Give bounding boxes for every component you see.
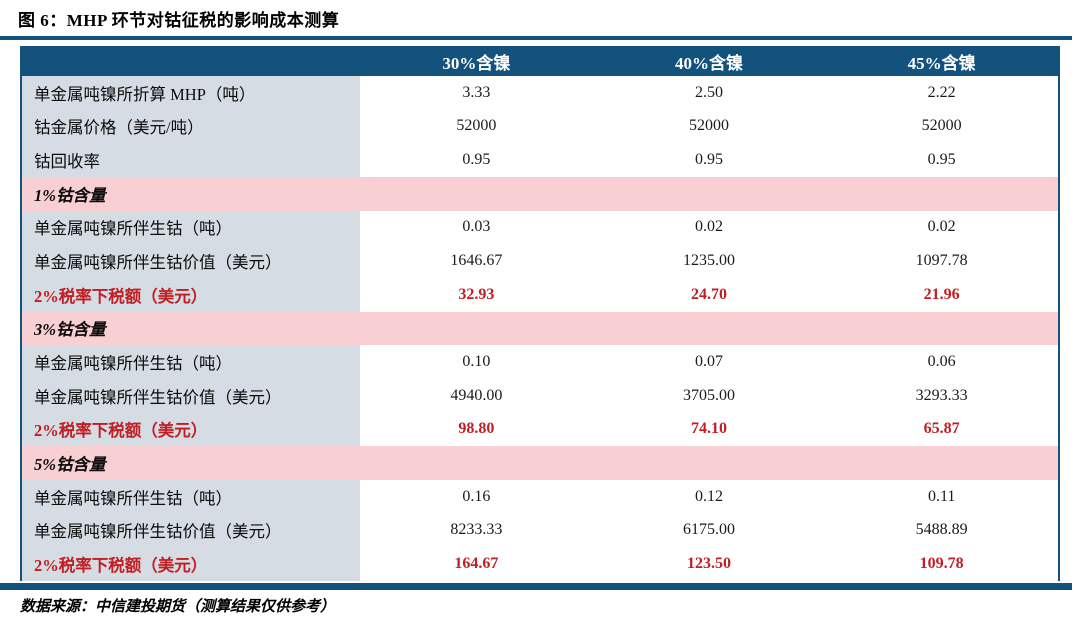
row-label: 单金属吨镍所伴生钴价值（美元） [22,378,360,413]
row-value: 3293.33 [825,378,1058,413]
row-value: 0.11 [825,479,1058,514]
top-divider [0,36,1072,40]
section-label: 5%钴含量 [34,455,106,475]
row-value: 1235.00 [592,244,826,278]
row-value: 2.22 [825,76,1058,110]
header-cell-30pct-nickel: 30%含镍 [442,53,511,73]
table-row: 钴回收率 0.95 0.95 0.95 [22,143,1058,177]
row-value: 0.12 [592,479,826,514]
row-value: 0.16 [360,479,593,514]
row-label: 2%税率下税额（美元） [22,412,360,447]
row-label: 单金属吨镍所折算 MHP（吨） [22,76,360,110]
header-cell-45pct-nickel: 45%含镍 [907,53,976,73]
row-value: 0.03 [360,210,593,245]
row-label: 2%税率下税额（美元） [22,277,360,312]
row-value: 5488.89 [825,513,1058,548]
row-label: 单金属吨镍所伴生钴价值（美元） [22,513,360,548]
row-value: 0.95 [825,143,1058,177]
table-row: 单金属吨镍所伴生钴价值（美元） 8233.33 6175.00 5488.89 [22,513,1058,548]
row-value: 65.87 [825,412,1058,447]
row-value: 1097.78 [825,244,1058,278]
table-row: 单金属吨镍所伴生钴价值（美元） 1646.67 1235.00 1097.78 [22,244,1058,278]
row-value: 52000 [360,109,593,144]
tax-amount-row: 2%税率下税额（美元） 98.80 74.10 65.87 [22,412,1058,447]
row-value: 0.10 [360,345,593,379]
table-row: 单金属吨镍所伴生钴（吨） 0.16 0.12 0.11 [22,479,1058,514]
row-value: 3705.00 [592,378,826,413]
table-row: 单金属吨镍所伴生钴（吨） 0.10 0.07 0.06 [22,345,1058,379]
table-row: 单金属吨镍所伴生钴（吨） 0.03 0.02 0.02 [22,210,1058,245]
row-value: 24.70 [592,277,826,312]
row-label: 单金属吨镍所伴生钴（吨） [22,210,360,245]
row-value: 0.95 [592,143,826,177]
row-value: 8233.33 [360,513,593,548]
section-label: 1%钴含量 [34,185,106,205]
section-row-5pct-cobalt: 5%钴含量 [22,446,1058,480]
row-value: 52000 [825,109,1058,144]
row-value: 98.80 [360,412,593,447]
section-row-3pct-cobalt: 3%钴含量 [22,311,1058,346]
table-row: 单金属吨镍所伴生钴价值（美元） 4940.00 3705.00 3293.33 [22,378,1058,413]
row-value: 3.33 [360,76,593,110]
table-row: 单金属吨镍所折算 MHP（吨） 3.33 2.50 2.22 [22,76,1058,110]
table-header-row: 30%含镍 40%含镍 45%含镍 [22,46,1058,76]
row-value: 2.50 [592,76,826,110]
row-value: 0.07 [592,345,826,379]
row-value: 6175.00 [592,513,826,548]
row-value: 21.96 [825,277,1058,312]
row-label: 2%税率下税额（美元） [22,547,360,581]
row-label: 单金属吨镍所伴生钴（吨） [22,479,360,514]
row-value: 32.93 [360,277,593,312]
section-row-1pct-cobalt: 1%钴含量 [22,176,1058,211]
bottom-divider [0,583,1072,590]
row-value: 74.10 [592,412,826,447]
row-label: 钴回收率 [22,143,360,177]
data-source-note: 数据来源：中信建投期货（测算结果仅供参考） [20,599,336,615]
tax-amount-row: 2%税率下税额（美元） 32.93 24.70 21.96 [22,277,1058,312]
header-cell-40pct-nickel: 40%含镍 [674,53,743,73]
row-label: 单金属吨镍所伴生钴价值（美元） [22,244,360,278]
row-label: 单金属吨镍所伴生钴（吨） [22,345,360,379]
row-label: 钴金属价格（美元/吨） [22,109,360,144]
row-value: 52000 [592,109,826,144]
header-cell-blank [22,46,360,76]
row-value: 0.02 [825,210,1058,245]
row-value: 0.02 [592,210,826,245]
section-label: 3%钴含量 [34,320,106,340]
row-value: 0.06 [825,345,1058,379]
row-value: 109.78 [825,547,1058,581]
row-value: 4940.00 [360,378,593,413]
figure-title: 图 6：MHP 环节对钴征税的影响成本测算 [18,11,340,30]
row-value: 1646.67 [360,244,593,278]
row-value: 0.95 [360,143,593,177]
table-row: 钴金属价格（美元/吨） 52000 52000 52000 [22,109,1058,144]
row-value: 164.67 [360,547,593,581]
tax-amount-row: 2%税率下税额（美元） 164.67 123.50 109.78 [22,547,1058,581]
cost-calculation-table: 30%含镍 40%含镍 45%含镍 单金属吨镍所折算 MHP（吨） 3.33 2… [20,46,1060,581]
row-value: 123.50 [592,547,826,581]
